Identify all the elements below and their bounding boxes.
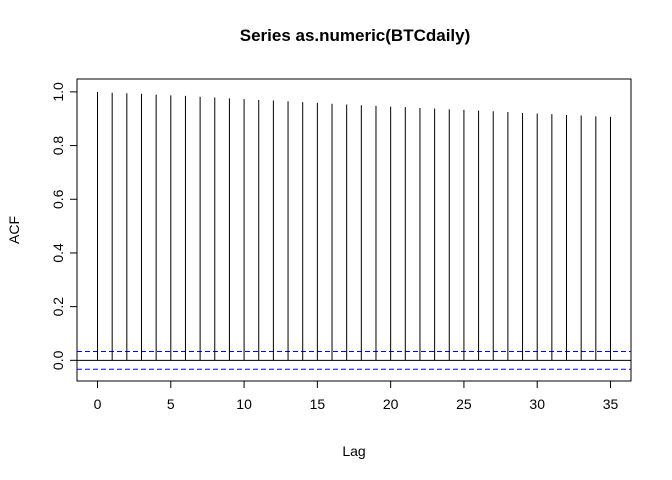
chart-title: Series as.numeric(BTCdaily) — [240, 26, 471, 45]
confidence-bounds — [77, 350, 631, 370]
x-tick-label: 30 — [529, 396, 545, 412]
x-tick-label: 5 — [167, 396, 175, 412]
y-tick-label: 0.8 — [50, 136, 66, 156]
x-tick-label: 15 — [310, 396, 326, 412]
y-tick-label: 0.4 — [50, 243, 66, 263]
plot-frame — [76, 78, 632, 382]
x-axis: 0 5 10 15 20 25 30 35 — [94, 380, 619, 412]
y-tick-label: 0.0 — [50, 350, 66, 370]
x-tick-label: 25 — [456, 396, 472, 412]
y-tick-label: 0.2 — [50, 297, 66, 317]
y-tick-label: 0.6 — [50, 189, 66, 209]
y-tick-label: 1.0 — [50, 82, 66, 102]
y-axis-label: ACF — [6, 216, 22, 244]
x-tick-label: 0 — [94, 396, 102, 412]
x-tick-label: 35 — [603, 396, 619, 412]
y-axis: 0.0 0.2 0.4 0.6 0.8 1.0 — [50, 82, 78, 370]
acf-bars — [97, 91, 611, 361]
x-tick-label: 10 — [236, 396, 252, 412]
x-axis-label: Lag — [342, 443, 365, 459]
x-tick-label: 20 — [383, 396, 399, 412]
